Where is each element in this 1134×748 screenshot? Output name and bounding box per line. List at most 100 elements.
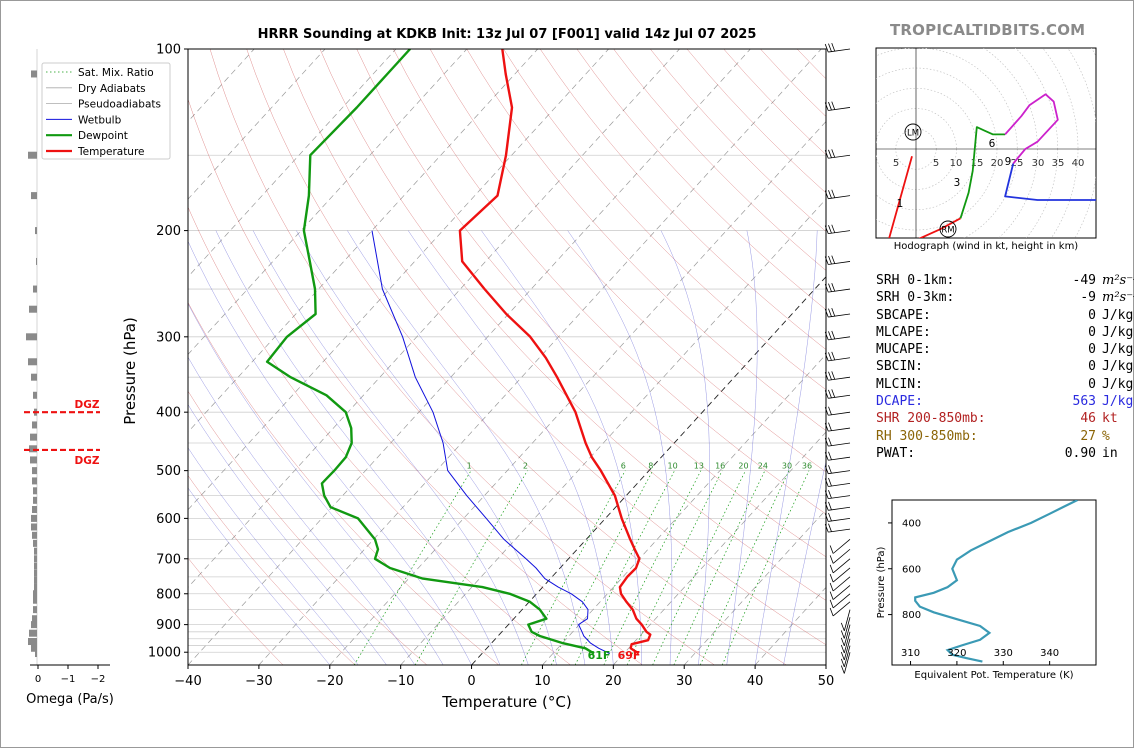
pseudoadiabat bbox=[754, 230, 818, 665]
mixing-ratio-line bbox=[353, 470, 472, 665]
param-unit: J/kg bbox=[1102, 394, 1134, 410]
pseudoadiabat bbox=[252, 230, 529, 665]
wind-barb bbox=[840, 609, 851, 632]
omega-bar bbox=[34, 562, 37, 570]
dewpoint-profile bbox=[265, 49, 595, 655]
pseudoadiabat bbox=[407, 230, 614, 665]
wind-barb bbox=[829, 548, 851, 564]
skewt-legend: Sat. Mix. Ratio Dry Adiabats Pseudoadiabat… bbox=[41, 62, 171, 160]
wind-barb bbox=[824, 224, 851, 235]
wind-barb bbox=[824, 330, 851, 341]
pseudoadiabat bbox=[347, 230, 586, 665]
hodograph-ring-label: 10 bbox=[950, 158, 963, 169]
wind-barb bbox=[824, 512, 851, 522]
omega-bar bbox=[31, 514, 37, 522]
wind-barb bbox=[824, 490, 851, 500]
dgz-label: DGZ bbox=[75, 399, 100, 411]
param-label: SBCAPE: bbox=[876, 307, 931, 323]
param-label: SHR 200-850mb: bbox=[876, 411, 986, 427]
wind-barb bbox=[824, 389, 851, 399]
legend-box bbox=[41, 62, 171, 160]
legend-entry: Temperature bbox=[77, 146, 145, 158]
param-value: 0 bbox=[1088, 376, 1096, 392]
wind-barb bbox=[840, 638, 851, 661]
wind-barb bbox=[824, 406, 851, 416]
mixing-ratio-label: 36 bbox=[802, 462, 812, 471]
omega-bar bbox=[28, 638, 37, 646]
mixing-ratio-label: 16 bbox=[715, 462, 725, 471]
param-unit: J/kg bbox=[1102, 324, 1134, 340]
omega-bar bbox=[34, 547, 37, 555]
param-unit: J/kg bbox=[1102, 342, 1134, 358]
thetae-y-axis-label: Pressure (hPa) bbox=[876, 547, 887, 619]
hodograph-trace bbox=[918, 217, 961, 238]
param-value: 46 bbox=[1080, 411, 1096, 427]
omega-bar bbox=[33, 391, 37, 399]
thetae-frame bbox=[891, 499, 1097, 666]
x-tick-label: 50 bbox=[818, 674, 835, 689]
skewt-plot: 1 2 6 8 10 13 16 20 24 30 36 bbox=[188, 49, 826, 665]
param-value: 27 bbox=[1080, 428, 1096, 444]
param-label: SRH 0-1km: bbox=[876, 273, 955, 288]
wind-barb bbox=[824, 465, 851, 475]
y-axis-label: Pressure (hPa) bbox=[121, 317, 139, 425]
thetae-y-tick-label: 600 bbox=[902, 564, 921, 575]
omega-bar bbox=[35, 650, 37, 658]
wind-barb bbox=[829, 601, 851, 617]
param-unit: m²s⁻² bbox=[1102, 290, 1134, 306]
pseudoadiabat bbox=[481, 230, 642, 665]
isotherm-line bbox=[188, 49, 468, 355]
dry-adiabat bbox=[246, 49, 787, 665]
param-label: SBCIN: bbox=[876, 359, 923, 375]
y-tick-label: 1000 bbox=[148, 646, 181, 661]
isotherm-line bbox=[188, 49, 538, 433]
omega-bar bbox=[31, 523, 37, 531]
dry-adiabat bbox=[466, 49, 826, 431]
wind-barb bbox=[824, 437, 851, 447]
x-tick-label: 10 bbox=[534, 674, 551, 689]
rm-label: RM bbox=[941, 226, 954, 236]
wind-barb bbox=[824, 351, 851, 362]
param-value: 0 bbox=[1088, 324, 1096, 340]
wind-barb bbox=[829, 576, 851, 592]
dry-adiabat bbox=[539, 49, 826, 350]
x-tick-label: 0 bbox=[467, 674, 475, 689]
y-tick-label: 900 bbox=[156, 618, 181, 633]
omega-bar bbox=[31, 644, 37, 652]
pseudoadiabat bbox=[188, 447, 359, 665]
param-unit: m²s⁻² bbox=[1102, 273, 1134, 288]
omega-bar bbox=[33, 539, 37, 547]
wind-barb bbox=[824, 477, 851, 487]
hodograph-trace bbox=[888, 156, 913, 238]
thetae-y-tick-label: 400 bbox=[902, 518, 921, 529]
dry-adiabat bbox=[503, 49, 826, 391]
dry-adiabat bbox=[356, 49, 826, 558]
dry-adiabat bbox=[188, 557, 284, 665]
omega-bar bbox=[29, 445, 37, 453]
x-tick-label: 30 bbox=[676, 674, 693, 689]
x-tick-label: 40 bbox=[747, 674, 764, 689]
omega-bar bbox=[33, 496, 37, 504]
wind-barb bbox=[824, 523, 851, 533]
wind-barb bbox=[824, 308, 851, 318]
wind-barb bbox=[824, 43, 851, 53]
hodograph-ring-label: 5 bbox=[933, 158, 939, 169]
param-label: RH 300-850mb: bbox=[876, 428, 978, 444]
omega-bar bbox=[34, 576, 37, 584]
y-tick-label: 500 bbox=[156, 464, 181, 479]
wind-barb bbox=[824, 501, 851, 511]
param-unit: in bbox=[1102, 445, 1118, 461]
lm-label: LM bbox=[907, 129, 919, 139]
y-tick-label: 400 bbox=[156, 406, 181, 421]
omega-x-tick-label: −1 bbox=[61, 674, 76, 685]
omega-bar bbox=[30, 456, 37, 464]
omega-bar bbox=[31, 621, 37, 629]
mixing-ratio-line bbox=[603, 470, 702, 665]
omega-bar bbox=[34, 583, 37, 591]
wind-barb bbox=[824, 149, 851, 159]
hodograph-ring-label: 15 bbox=[971, 158, 984, 169]
wind-barb bbox=[829, 585, 851, 600]
omega-bar bbox=[32, 506, 37, 514]
wetbulb-profile bbox=[371, 230, 610, 654]
